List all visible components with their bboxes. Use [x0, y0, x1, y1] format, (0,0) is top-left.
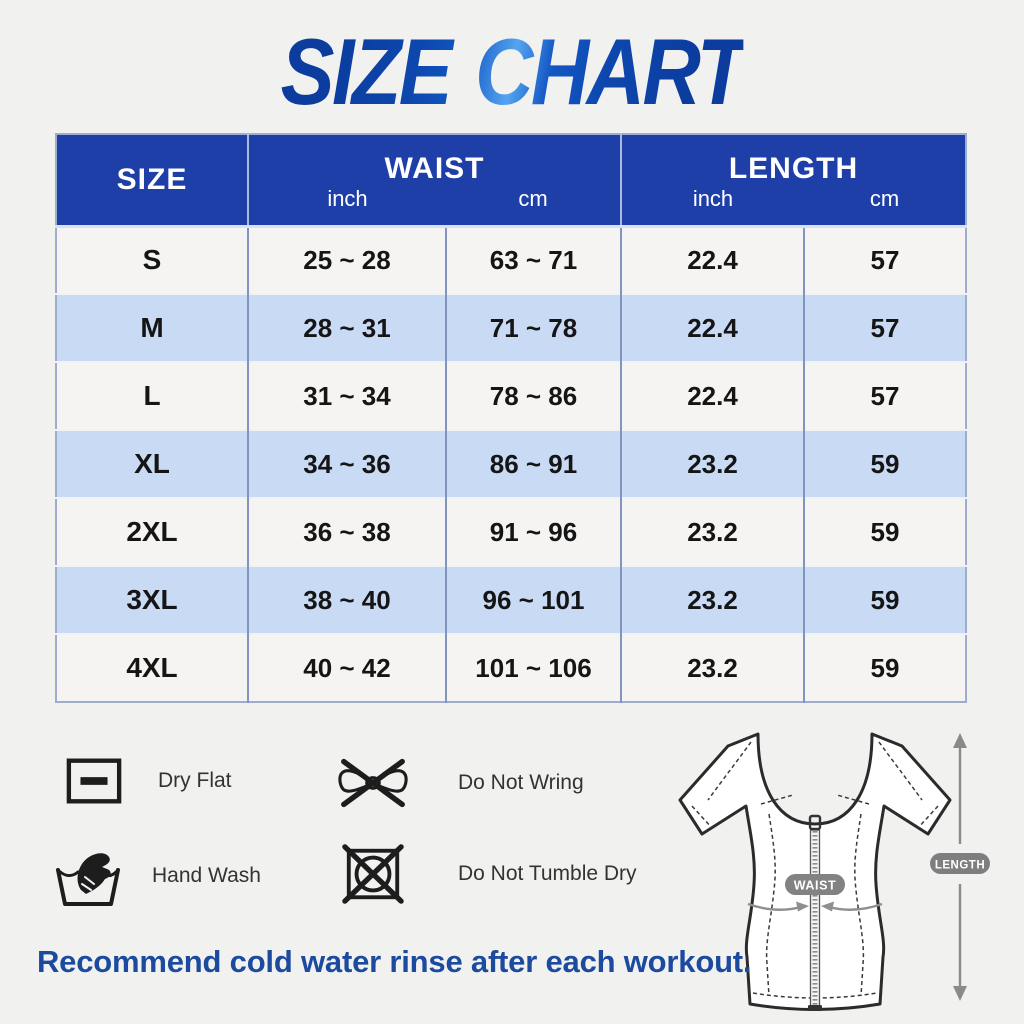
size-cell: XL: [56, 429, 249, 498]
waist-inch-cell: 31 ~ 34: [248, 361, 447, 430]
size-table-header: SIZE WAIST LENGTH inch cm inch cm: [56, 134, 967, 228]
table-row: XL 34 ~ 36 86 ~ 91 23.2 59: [56, 429, 967, 498]
hand-wash-icon: [52, 844, 124, 908]
table-row: 2XL 36 ~ 38 91 ~ 96 23.2 59: [56, 497, 967, 566]
size-cell: 3XL: [56, 565, 249, 634]
unit-header-length-cm: cm: [804, 186, 967, 228]
waist-cm-cell: 96 ~ 101: [446, 565, 622, 634]
length-cm-cell: 59: [804, 633, 967, 702]
waist-cm-cell: 71 ~ 78: [446, 293, 622, 362]
length-cm-cell: 59: [804, 497, 967, 566]
waist-arrowhead-left: [796, 901, 809, 912]
title-area: SIZE CHART: [0, 18, 1024, 126]
waist-inch-cell: 28 ~ 31: [248, 293, 447, 362]
waist-cm-cell: 101 ~ 106: [446, 633, 622, 702]
waist-cm-cell: 91 ~ 96: [446, 497, 622, 566]
length-cm-cell: 59: [804, 429, 967, 498]
length-inch-cell: 22.4: [621, 361, 805, 430]
waist-inch-cell: 40 ~ 42: [248, 633, 447, 702]
waist-cm-cell: 86 ~ 91: [446, 429, 622, 498]
waist-arrowhead-right: [821, 901, 834, 912]
care-item-hand-wash: Hand Wash: [52, 844, 261, 908]
table-row: S 25 ~ 28 63 ~ 71 22.4 57: [56, 226, 967, 294]
care-item-do-not-wring: Do Not Wring: [332, 756, 584, 810]
unit-header-waist-inch: inch: [248, 186, 446, 228]
length-cm-cell: 57: [804, 361, 967, 430]
seam-lines: [691, 741, 939, 999]
size-cell: 2XL: [56, 497, 249, 566]
waist-cm-cell: 78 ~ 86: [446, 361, 622, 430]
length-cm-cell: 57: [870, 244, 900, 275]
length-arrowhead-top: [953, 733, 967, 748]
table-row: M 28 ~ 31 71 ~ 78 22.4 57: [56, 293, 967, 362]
care-item-do-not-tumble-dry: Do Not Tumble Dry: [332, 842, 637, 906]
footer-note: Recommend cold water rinse after each wo…: [37, 944, 752, 979]
column-header-waist: WAIST: [248, 134, 622, 186]
waist-inch-cell: 25 ~ 28: [248, 226, 447, 294]
length-cm-cell: 57: [804, 293, 967, 362]
length-inch-cell: 22.4: [621, 293, 805, 362]
length-inch-cell: 22.4: [621, 226, 805, 294]
table-row: 3XL 38 ~ 40 96 ~ 101 23.2 59: [56, 565, 967, 634]
unit-header-length-inch: inch: [621, 186, 804, 228]
column-header-length: LENGTH: [621, 134, 967, 186]
care-label: Do Not Wring: [458, 771, 584, 794]
length-badge: LENGTH: [930, 853, 990, 874]
dry-flat-icon: [58, 756, 130, 806]
length-inch-cell: 23.2: [621, 633, 805, 702]
size-cell: M: [56, 293, 249, 362]
column-header-size: SIZE: [56, 134, 249, 228]
size-cell: L: [56, 361, 249, 430]
length-label: LENGTH: [935, 860, 985, 872]
care-label: Do Not Tumble Dry: [458, 862, 637, 885]
zipper: [808, 814, 822, 1011]
table-row: L 31 ~ 34 78 ~ 86 22.4 57: [56, 361, 967, 430]
size-table: SIZE WAIST LENGTH inch cm inch cm S 25 ~…: [55, 133, 968, 703]
do-not-tumble-dry-icon: [332, 842, 414, 906]
waist-inch-cell: 36 ~ 38: [248, 497, 447, 566]
garment-diagram: WAIST LENGTH: [678, 732, 990, 1011]
waist-cm-cell: 63 ~ 71: [446, 226, 622, 294]
length-arrowhead-bottom: [953, 986, 967, 1001]
unit-header-waist-cm: cm: [446, 186, 622, 228]
waist-inch-cell: 34 ~ 36: [248, 429, 447, 498]
waist-label: WAIST: [794, 879, 837, 893]
care-label: Hand Wash: [152, 864, 261, 887]
length-inch-cell: 23.2: [621, 565, 805, 634]
size-cell: 4XL: [56, 633, 249, 702]
page-title: SIZE CHART: [280, 19, 747, 124]
length-inch-cell: 23.2: [621, 429, 805, 498]
length-inch-cell: 23.2: [621, 497, 805, 566]
care-item-dry-flat: Dry Flat: [58, 756, 232, 806]
waist-inch-cell: 38 ~ 40: [248, 565, 447, 634]
do-not-wring-icon: [332, 756, 414, 810]
length-cm-cell: 59: [804, 565, 967, 634]
table-row: 4XL 40 ~ 42 101 ~ 106 23.2 59: [56, 633, 967, 702]
size-cell: S: [56, 226, 249, 294]
size-table-body: S 25 ~ 28 63 ~ 71 22.4 57 M 28 ~ 31 71 ~…: [56, 226, 967, 702]
waist-arrows: [747, 902, 883, 911]
waist-badge: WAIST: [785, 874, 845, 895]
care-label: Dry Flat: [158, 769, 232, 792]
